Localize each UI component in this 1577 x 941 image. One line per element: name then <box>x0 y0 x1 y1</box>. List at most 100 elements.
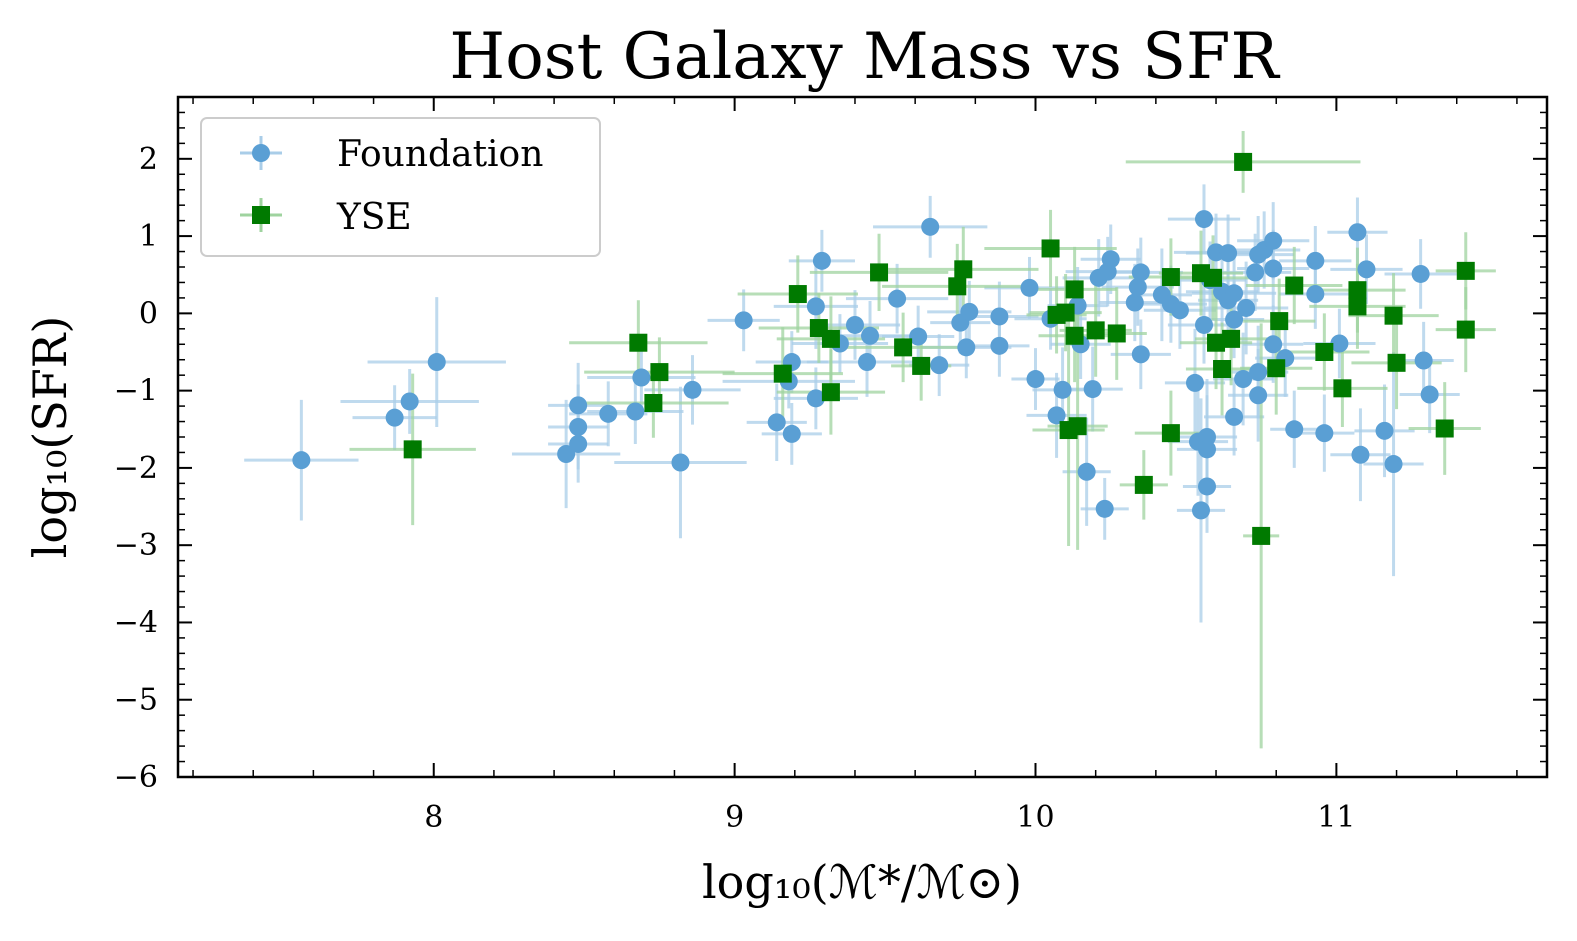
yse-point-21 <box>1086 321 1105 340</box>
foundation-point-4 <box>557 445 576 463</box>
y-tick-label-5: −1 <box>114 374 158 409</box>
foundation-point-0 <box>292 451 311 470</box>
foundation-point-91 <box>1411 264 1430 283</box>
foundation-point-59 <box>1198 428 1217 446</box>
foundation-point-30 <box>957 338 976 357</box>
y-tick-label-3: −3 <box>114 528 158 563</box>
yse-point-18 <box>1065 326 1084 345</box>
legend-foundation-marker <box>252 144 270 162</box>
yse-point-23 <box>1134 475 1153 494</box>
yse-point-36 <box>1315 343 1334 361</box>
foundation-point-12 <box>683 380 702 399</box>
yse-point-19 <box>1065 280 1084 299</box>
legend-yse-label: YSE <box>336 197 412 238</box>
foundation-point-3 <box>427 353 446 372</box>
foundation-point-23 <box>861 326 880 345</box>
yse-point-33 <box>1267 359 1286 378</box>
yse-point-28 <box>1207 333 1226 352</box>
yse-point-7 <box>821 383 840 402</box>
foundation-point-20 <box>812 251 831 270</box>
yse-point-2 <box>644 394 663 412</box>
foundation-point-37 <box>1047 406 1066 425</box>
legend-entry-foundation: Foundation <box>240 134 543 175</box>
foundation-point-87 <box>1351 445 1370 464</box>
y-tick-label-7: 1 <box>139 219 158 254</box>
yse-point-13 <box>954 260 973 279</box>
yse-point-35 <box>1285 276 1304 295</box>
foundation-point-71 <box>1237 298 1256 317</box>
foundation-point-42 <box>1083 380 1102 399</box>
foundation-point-57 <box>1194 210 1213 229</box>
foundation-point-48 <box>1128 278 1147 297</box>
yse-point-24 <box>1161 424 1180 443</box>
foundation-point-38 <box>1053 380 1072 399</box>
yse-point-22 <box>1107 324 1126 343</box>
legend-foundation-label: Foundation <box>337 134 543 175</box>
foundation-point-81 <box>1285 420 1304 439</box>
foundation-point-50 <box>1131 345 1150 364</box>
foundation-point-14 <box>767 413 786 432</box>
yse-point-34 <box>1270 312 1289 331</box>
foundation-point-56 <box>1191 501 1210 520</box>
y-axis-label: log₁₀(SFR) <box>23 316 77 559</box>
yse-point-41 <box>1387 353 1406 372</box>
y-tick-label-1: −5 <box>114 683 158 718</box>
foundation-point-58 <box>1194 315 1213 334</box>
yse-point-12 <box>948 277 967 296</box>
foundation-point-84 <box>1315 424 1334 443</box>
foundation-point-10 <box>632 368 651 387</box>
foundation-point-72 <box>1246 263 1265 282</box>
foundation-point-92 <box>1414 351 1433 370</box>
chart-title: Host Galaxy Mass vs SFR <box>449 20 1280 94</box>
foundation-point-35 <box>1026 370 1045 389</box>
foundation-point-47 <box>1125 293 1144 312</box>
legend: Foundation YSE <box>200 117 601 257</box>
foundation-point-33 <box>990 336 1009 355</box>
yse-point-25 <box>1161 268 1180 287</box>
yse-point-44 <box>1456 320 1475 339</box>
foundation-point-46 <box>1101 250 1120 269</box>
y-tick-label-0: −6 <box>114 760 158 795</box>
foundation-point-41 <box>1077 462 1096 481</box>
foundation-point-28 <box>930 356 949 375</box>
foundation-point-78 <box>1264 259 1283 278</box>
foundation-point-17 <box>782 424 801 443</box>
foundation-point-89 <box>1375 421 1394 440</box>
yse-point-27 <box>1204 268 1223 287</box>
foundation-point-13 <box>734 311 753 330</box>
ticks-layer <box>178 96 1547 778</box>
foundation-point-60 <box>1198 440 1217 459</box>
foundation-point-86 <box>1348 223 1367 242</box>
yse-point-40 <box>1384 306 1403 325</box>
foundation-point-61 <box>1198 477 1217 496</box>
yse-point-3 <box>650 363 669 382</box>
foundation-point-32 <box>990 307 1009 326</box>
y-tick-label-2: −4 <box>114 605 158 640</box>
foundation-point-79 <box>1264 335 1283 354</box>
foundation-point-74 <box>1249 363 1268 382</box>
foundation-point-69 <box>1225 407 1244 426</box>
yse-point-9 <box>870 263 889 282</box>
foundation-point-6 <box>569 417 588 436</box>
yse-point-8 <box>821 329 840 348</box>
foundation-point-34 <box>1020 278 1039 297</box>
foundation-point-77 <box>1264 231 1283 250</box>
y-tick-label-4: −2 <box>114 451 158 486</box>
yse-point-14 <box>1041 239 1060 258</box>
foundation-point-22 <box>845 315 864 334</box>
foundation-point-93 <box>1420 385 1439 404</box>
yse-point-31 <box>1234 152 1253 171</box>
y-tick-label-8: 2 <box>139 142 158 177</box>
foundation-point-82 <box>1306 251 1325 270</box>
foundation-point-88 <box>1357 260 1376 279</box>
foundation-point-2 <box>400 392 419 411</box>
foundation-point-25 <box>888 289 907 308</box>
x-tick-label-0: 8 <box>424 800 443 835</box>
yse-point-29 <box>1213 360 1232 378</box>
foundation-point-27 <box>921 217 940 236</box>
yse-point-4 <box>773 364 792 383</box>
foundation-point-18 <box>806 389 825 408</box>
x-tick-label-1: 9 <box>725 800 744 835</box>
foundation-point-1 <box>385 408 404 427</box>
tick-labels-layer: 8 9 10 11 −6 −5 −4 −3 −2 −1 0 1 2 <box>114 142 1356 835</box>
